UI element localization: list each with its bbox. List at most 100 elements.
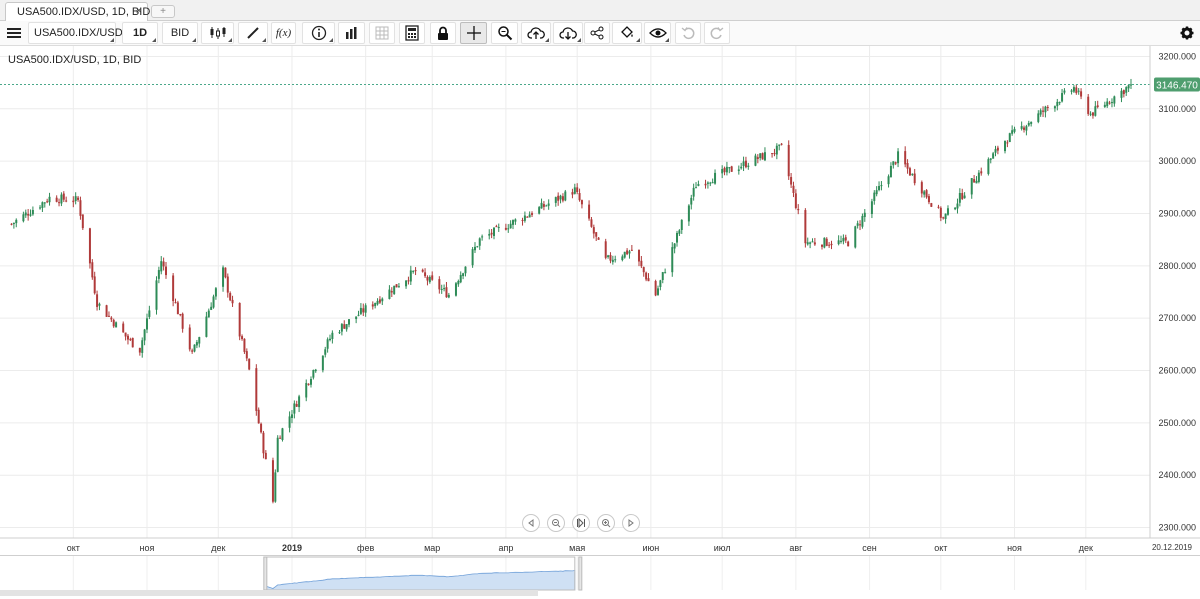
candle: [129, 337, 132, 342]
navigator-area: [265, 570, 576, 591]
candle: [112, 318, 115, 328]
candle: [72, 196, 75, 208]
paint-bucket-icon[interactable]: [612, 22, 642, 44]
candle: [744, 156, 747, 169]
candle: [305, 379, 308, 402]
candle: [397, 283, 400, 288]
candle: [471, 247, 474, 268]
candle: [821, 244, 823, 250]
price-chart[interactable]: 3200.000 3100.000 3000.000 2900.000 2800.000…: [0, 46, 1200, 595]
candle: [464, 266, 467, 277]
grid-icon[interactable]: [369, 22, 395, 44]
lock-icon[interactable]: [430, 22, 456, 44]
candle: [897, 148, 900, 168]
candle: [687, 204, 690, 226]
y-tick-label: 3200.000: [1158, 51, 1196, 61]
candle: [88, 227, 91, 269]
candle: [645, 271, 648, 282]
candle: [671, 242, 674, 277]
crosshair-icon[interactable]: [460, 22, 487, 44]
candle: [374, 302, 377, 309]
info-icon[interactable]: [302, 22, 335, 44]
candle: [321, 355, 324, 373]
candle: [58, 198, 61, 207]
zoom-in-button[interactable]: [597, 514, 615, 532]
candle: [889, 162, 892, 178]
upload-cloud-icon[interactable]: [521, 22, 551, 44]
candle: [611, 255, 614, 265]
candle: [172, 273, 175, 307]
candle: [856, 220, 859, 229]
navigator-chart: [0, 556, 1087, 596]
close-icon[interactable]: ×: [135, 5, 142, 17]
candles-icon[interactable]: [201, 22, 234, 44]
candle: [794, 189, 797, 210]
chart-tab[interactable]: USA500.IDX/USD, 1D, BID ×: [5, 2, 150, 22]
candle: [1080, 88, 1083, 100]
share-icon[interactable]: [584, 22, 610, 44]
candle: [844, 234, 847, 244]
candle: [554, 196, 557, 207]
candle: [91, 259, 94, 280]
candle: [609, 252, 612, 264]
candle: [481, 234, 484, 241]
bar-chart-icon[interactable]: [338, 22, 365, 44]
scroll-left-button[interactable]: [522, 514, 540, 532]
candle: [55, 195, 58, 203]
candle: [288, 411, 291, 433]
candle: [381, 297, 384, 306]
navigator[interactable]: [0, 555, 1200, 596]
candle: [523, 211, 526, 223]
add-tab-button[interactable]: +: [151, 5, 175, 18]
candle: [329, 334, 331, 342]
candle: [904, 146, 907, 168]
candle: [340, 323, 343, 336]
candle: [571, 188, 574, 199]
calculator-icon[interactable]: [399, 22, 425, 44]
indicator-button[interactable]: f(x): [271, 22, 296, 44]
candle: [875, 186, 878, 197]
candle: [93, 271, 96, 295]
candle: [295, 400, 298, 408]
candle: [863, 209, 866, 222]
candle: [1103, 101, 1106, 108]
candle: [488, 229, 491, 240]
zoom-icon[interactable]: [491, 22, 518, 44]
candle: [1113, 95, 1116, 107]
candle: [412, 270, 415, 274]
candle: [148, 305, 151, 320]
candle: [514, 218, 517, 225]
candle: [1056, 98, 1059, 111]
scroll-right-button[interactable]: [622, 514, 640, 532]
side-selector[interactable]: BID: [162, 22, 198, 44]
pencil-icon[interactable]: [238, 22, 268, 44]
candle: [709, 181, 712, 187]
candle: [628, 249, 631, 259]
candle: [345, 324, 348, 332]
candle: [630, 245, 633, 251]
instrument-selector[interactable]: USA500.IDX/USD: [28, 22, 123, 44]
candle: [654, 279, 657, 297]
download-cloud-icon[interactable]: [553, 22, 583, 44]
menu-icon[interactable]: [2, 22, 26, 44]
candle: [1127, 84, 1130, 92]
candle: [98, 302, 101, 311]
reset-view-button[interactable]: [572, 514, 590, 532]
candle: [407, 276, 410, 285]
candle: [24, 209, 27, 218]
period-selector[interactable]: 1D: [122, 22, 158, 44]
eye-icon[interactable]: [644, 22, 671, 44]
candle: [873, 190, 876, 205]
candle: [1006, 140, 1009, 148]
zoom-out-button[interactable]: [547, 514, 565, 532]
candle: [939, 206, 942, 222]
redo-icon[interactable]: [704, 22, 730, 44]
candle: [923, 190, 926, 198]
candle: [414, 267, 417, 276]
undo-icon[interactable]: [675, 22, 701, 44]
chart-area[interactable]: 3200.000 3100.000 3000.000 2900.000 2800.000…: [0, 46, 1200, 596]
candle: [721, 165, 724, 179]
candle: [214, 286, 217, 300]
x-tick-label: сен: [862, 543, 877, 553]
gear-icon[interactable]: [1176, 22, 1198, 44]
